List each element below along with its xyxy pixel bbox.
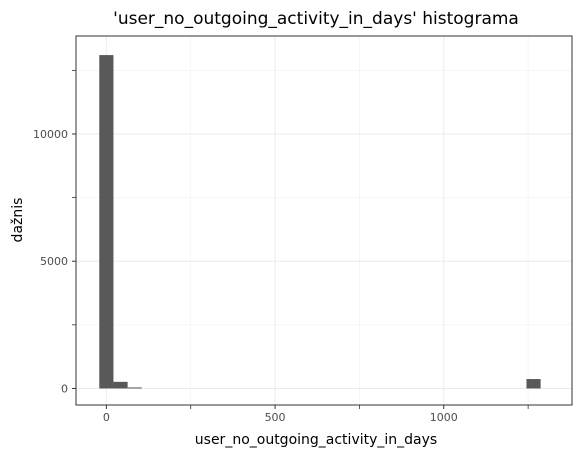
x-axis-ticks: 0 500 1000 — [103, 405, 529, 424]
chart-title: 'user_no_outgoing_activity_in_days' hist… — [113, 9, 519, 29]
histogram-bar-0 — [99, 55, 114, 389]
x-tick-label: 0 — [103, 411, 110, 424]
plot-border — [75, 35, 573, 406]
histogram-bar-3 — [526, 379, 541, 389]
x-axis-label: user_no_outgoing_activity_in_days — [195, 432, 437, 448]
plot-panel — [76, 36, 572, 405]
histogram-bar-1 — [113, 381, 128, 389]
x-tick-label: 1000 — [430, 411, 458, 424]
y-tick-label: 5000 — [40, 255, 68, 268]
histogram-bar-2 — [127, 387, 142, 389]
y-tick-label: 0 — [61, 382, 68, 395]
histogram-bars — [99, 55, 541, 389]
y-axis-label: dažnis — [10, 198, 26, 243]
y-axis-ticks: 0 5000 10000 — [33, 69, 76, 395]
x-tick-label: 500 — [265, 411, 286, 424]
y-tick-label: 10000 — [33, 128, 68, 141]
